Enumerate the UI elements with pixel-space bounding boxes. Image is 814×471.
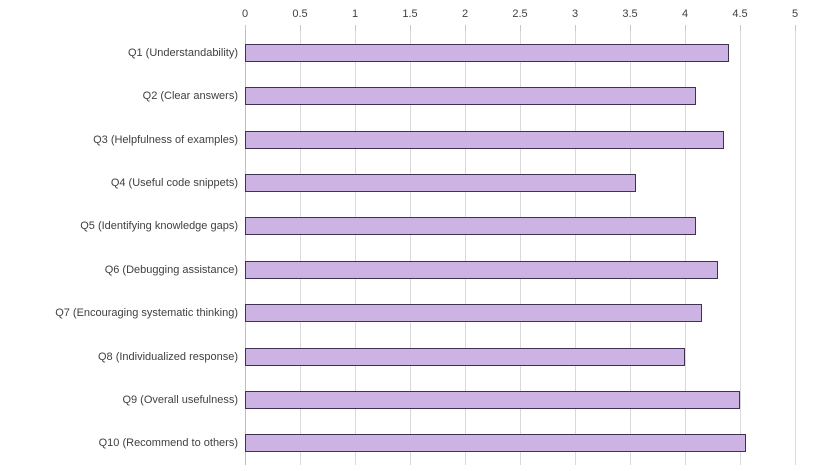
x-axis-tick-label: 0.5 <box>292 8 308 20</box>
gridline <box>795 31 796 465</box>
bar-q10[interactable] <box>245 434 746 453</box>
gridline <box>740 31 741 465</box>
bar-q1[interactable] <box>245 43 729 62</box>
x-axis-tick-label: 2 <box>461 8 469 20</box>
category-axis-line <box>245 31 246 465</box>
x-axis-tick-label: 3.5 <box>622 8 638 20</box>
x-axis-tick-label: 2.5 <box>512 8 528 20</box>
category-label: Q7 (Encouraging systematic thinking) <box>55 307 238 320</box>
bar-q6[interactable] <box>245 260 718 279</box>
gridline <box>410 31 411 465</box>
x-axis-tick-mark <box>575 25 576 31</box>
x-axis-tick-mark <box>630 25 631 31</box>
bar-q4[interactable] <box>245 173 636 192</box>
x-axis-tick-label: 0 <box>241 8 249 20</box>
x-axis-tick-mark <box>795 25 796 31</box>
gridline <box>465 31 466 465</box>
bar-q9[interactable] <box>245 390 740 409</box>
category-label: Q10 (Recommend to others) <box>98 437 238 450</box>
gridline <box>575 31 576 465</box>
x-axis-tick-label: 4.5 <box>732 8 748 20</box>
bar-q8[interactable] <box>245 347 685 366</box>
x-axis-tick-mark <box>465 25 466 31</box>
x-axis-tick-mark <box>740 25 741 31</box>
gridline <box>685 31 686 465</box>
x-axis-tick-label: 4 <box>681 8 689 20</box>
gridline <box>355 31 356 465</box>
x-axis-tick-mark <box>410 25 411 31</box>
gridline <box>630 31 631 465</box>
x-axis-tick-mark <box>520 25 521 31</box>
category-label: Q6 (Debugging assistance) <box>104 263 238 276</box>
x-axis-tick-mark <box>300 25 301 31</box>
x-axis-tick-label: 5 <box>791 8 799 20</box>
bar-q2[interactable] <box>245 87 696 106</box>
x-axis-tick-label: 3 <box>571 8 579 20</box>
bar-q5[interactable] <box>245 217 696 236</box>
gridline <box>300 31 301 465</box>
category-label: Q9 (Overall usefulness) <box>122 393 238 406</box>
gridline <box>520 31 521 465</box>
category-label: Q1 (Understandability) <box>127 46 238 59</box>
x-axis-tick-label: 1 <box>351 8 359 20</box>
category-label: Q5 (Identifying knowledge gaps) <box>80 220 238 233</box>
category-label: Q2 (Clear answers) <box>142 90 238 103</box>
bar-q7[interactable] <box>245 304 702 323</box>
category-label: Q4 (Useful code snippets) <box>110 176 238 189</box>
plot-area <box>245 31 796 465</box>
category-label: Q8 (Individualized response) <box>97 350 238 363</box>
category-label: Q3 (Helpfulness of examples) <box>93 133 238 146</box>
bar-q3[interactable] <box>245 130 724 149</box>
x-axis-tick-mark <box>685 25 686 31</box>
x-axis-tick-mark <box>245 25 246 31</box>
x-axis-tick-label: 1.5 <box>402 8 418 20</box>
x-axis-tick-mark <box>355 25 356 31</box>
